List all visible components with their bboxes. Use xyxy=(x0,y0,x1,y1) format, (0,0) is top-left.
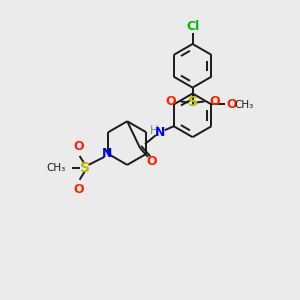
Text: Cl: Cl xyxy=(186,20,199,33)
Text: CH₃: CH₃ xyxy=(46,163,66,173)
Text: O: O xyxy=(147,155,157,168)
Text: O: O xyxy=(73,183,84,196)
Text: O: O xyxy=(209,95,220,108)
Text: S: S xyxy=(188,95,198,110)
Text: O: O xyxy=(165,95,176,108)
Text: CH₃: CH₃ xyxy=(234,100,254,110)
Text: S: S xyxy=(80,161,90,175)
Text: O: O xyxy=(73,140,84,153)
Text: N: N xyxy=(102,148,112,160)
Text: H: H xyxy=(149,124,158,137)
Text: N: N xyxy=(155,126,165,139)
Text: O: O xyxy=(226,98,237,111)
